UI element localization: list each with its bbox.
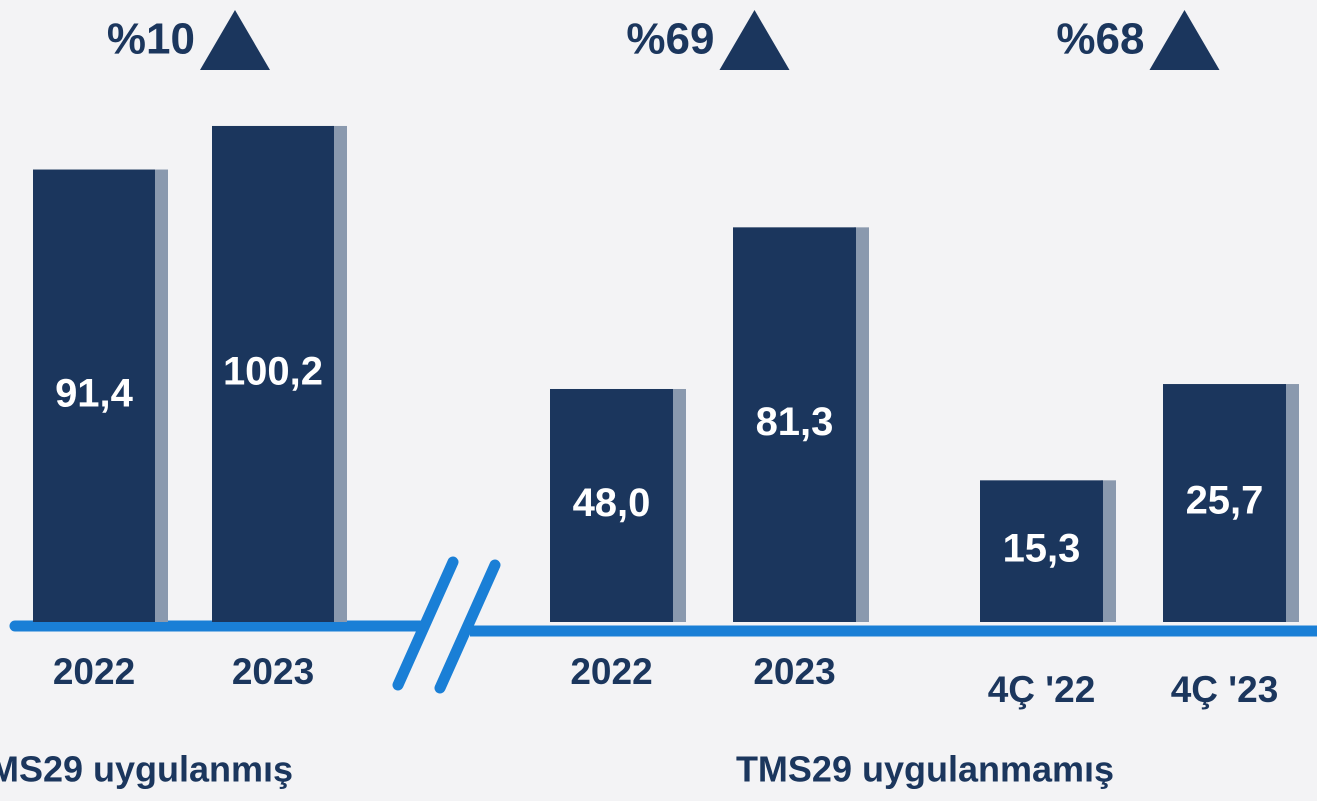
bar-shadow — [332, 125, 347, 623]
x-tick-label: 2022 — [570, 651, 652, 692]
x-tick-label: 2023 — [753, 651, 835, 692]
change-label: %10 — [107, 15, 195, 64]
bar — [980, 480, 1103, 622]
bar-shadow — [854, 227, 869, 622]
group-label: TMS29 uygulanmış — [0, 749, 293, 790]
x-tick-label: 2023 — [232, 651, 314, 692]
value-label: 100,2 — [223, 350, 323, 394]
bar-shadow — [671, 388, 686, 622]
value-label: 25,7 — [1186, 479, 1264, 523]
up-triangle — [200, 10, 270, 70]
x-tick-label: 4Ç '22 — [988, 669, 1096, 710]
bar — [1163, 384, 1286, 622]
value-label: 91,4 — [55, 371, 134, 415]
bar-shadow — [1101, 480, 1116, 622]
bar — [33, 169, 155, 622]
x-tick-label: 2022 — [53, 651, 135, 692]
group-label: TMS29 uygulanmamış — [736, 749, 1114, 790]
change-label: %68 — [1056, 15, 1144, 64]
change-label: %69 — [626, 15, 714, 64]
axis-break — [434, 559, 501, 694]
bar-shadow — [153, 169, 168, 622]
value-label: 15,3 — [1003, 527, 1081, 571]
up-triangle — [719, 10, 790, 70]
bar — [733, 227, 856, 622]
bar-shadow — [1284, 384, 1299, 622]
up-triangle — [1149, 10, 1220, 70]
value-label: 81,3 — [756, 400, 834, 444]
axis-break — [392, 556, 459, 691]
value-label: 48,0 — [573, 481, 651, 525]
bar — [212, 125, 334, 623]
x-tick-label: 4Ç '23 — [1171, 669, 1279, 710]
bar — [550, 388, 673, 622]
